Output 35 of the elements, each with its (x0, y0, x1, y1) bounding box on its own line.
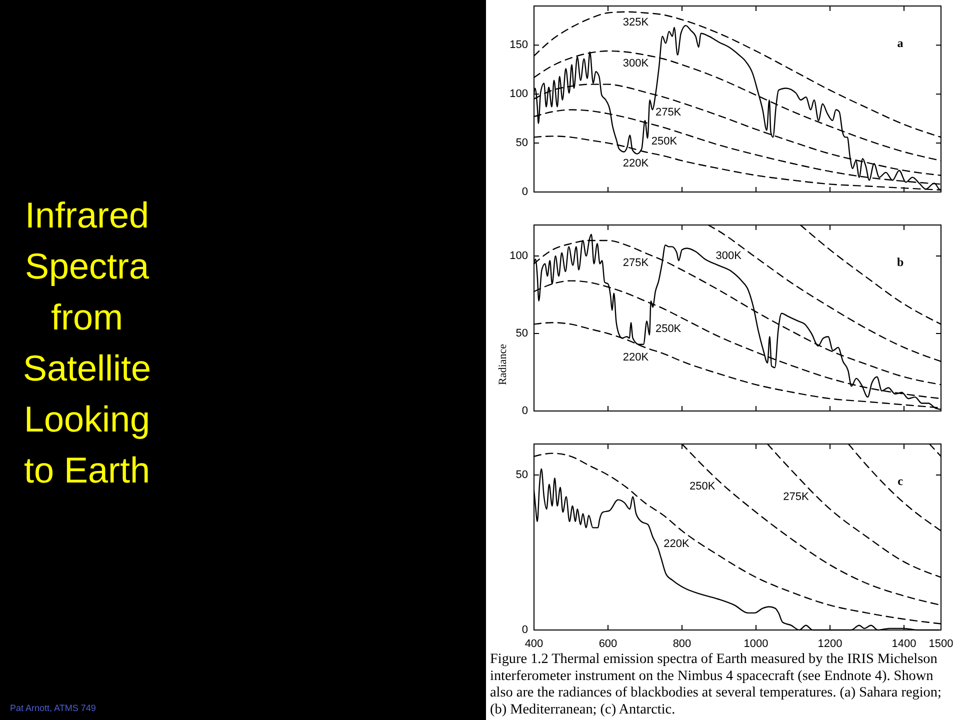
y-tick-label: 100 (510, 88, 528, 100)
x-tick-label: 1500 (928, 638, 954, 650)
caption: Figure 1.2 Thermal emission spectra of Earth measured by the IRIS Michelson interferometer instrument on the Nimbus 4 spacecraft (see Endnote 4). Shown also are the radiances of blackbodies at several temperatures. (a) Sahara region; (b) Mediterranean; (c) Antarctic. (490, 651, 942, 718)
text: c (898, 474, 904, 488)
series-label: 275K (783, 490, 810, 503)
y-tick-label: 0 (522, 405, 528, 417)
series-label: 250K (655, 323, 682, 336)
text: Pat Arnott, ATMS 749 (10, 703, 96, 713)
series-label: 325K (622, 16, 650, 28)
series-label: 300K (622, 57, 650, 70)
series-label: 300K (716, 250, 742, 262)
x-tick-label: 1400 (892, 638, 916, 650)
series-label: 250K (690, 480, 716, 492)
x-tick-label: 600 (598, 638, 618, 650)
series-label: 275K (622, 257, 650, 270)
series-label: 250K (651, 136, 678, 148)
x-tick-label: 400 (524, 638, 544, 650)
series-label: 220K (664, 538, 690, 550)
y-tick-label: 50 (516, 137, 528, 150)
y-tick-label: 100 (510, 250, 528, 262)
y-tick-label: 150 (510, 39, 528, 52)
text: Infrared Spectra from Satellite Looking to Earth (22, 194, 152, 490)
x-tick-label: 800 (672, 638, 692, 650)
series-label: 220K (622, 352, 650, 364)
y-tick-label: 50 (516, 328, 528, 340)
y-tick-label: 0 (522, 624, 528, 636)
x-tick-label: 1000 (744, 638, 768, 650)
series-label: 275K (655, 106, 682, 119)
text: a (897, 36, 904, 50)
series-label: 220K (622, 157, 650, 170)
y-axis-title: Radiance (497, 344, 509, 385)
y-tick-label: 50 (516, 469, 528, 481)
x-tick-label: 1200 (818, 638, 842, 650)
y-tick-label: 0 (522, 186, 528, 198)
text: b (896, 255, 904, 270)
